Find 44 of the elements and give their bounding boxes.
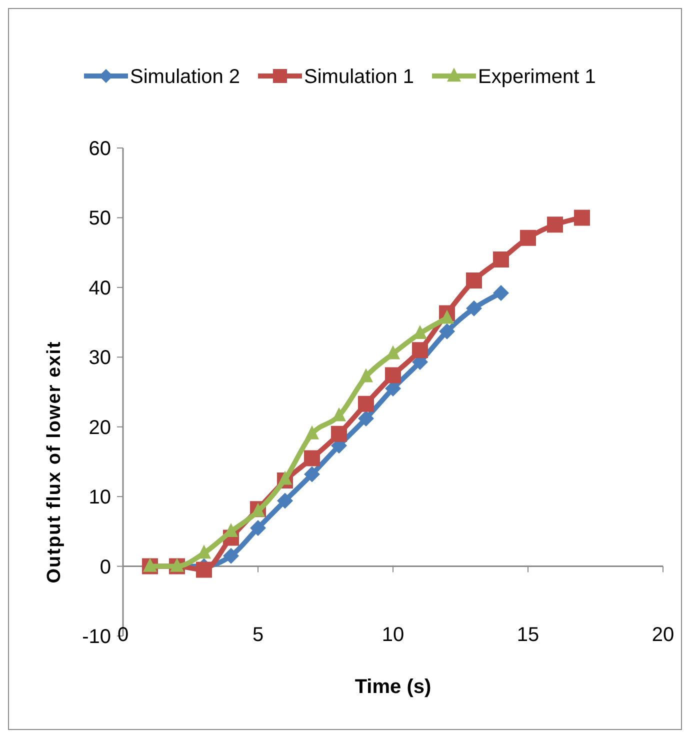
- x-tick-label: 15: [516, 624, 540, 646]
- point: [304, 466, 320, 482]
- point: [359, 368, 373, 382]
- point: [170, 558, 184, 572]
- x-tick-label: 5: [252, 624, 264, 646]
- x-tick-label: 0: [117, 624, 129, 646]
- legend-label: Simulation 1: [304, 66, 414, 88]
- y-tick-label: 0: [100, 556, 111, 578]
- point: [547, 216, 563, 233]
- legend-label: Simulation 2: [130, 66, 240, 88]
- y-tick-label: 20: [88, 416, 111, 439]
- point: [196, 562, 212, 578]
- point: [358, 396, 374, 412]
- point: [278, 470, 292, 485]
- point: [466, 300, 482, 316]
- x-tick-label: 10: [382, 624, 404, 646]
- point: [277, 492, 293, 509]
- point: [305, 425, 319, 440]
- point: [223, 548, 239, 564]
- point: [385, 367, 401, 384]
- point: [358, 410, 374, 426]
- y-tick-label: 50: [88, 208, 111, 230]
- point: [412, 342, 428, 358]
- x-tick-label: 20: [652, 624, 674, 646]
- y-tick-label: -10: [82, 626, 111, 648]
- legend-label: Experiment 1: [478, 66, 596, 88]
- y-tick-label: 10: [88, 486, 111, 509]
- point: [574, 210, 590, 226]
- point: [250, 520, 266, 536]
- y-tick-label: 60: [88, 138, 111, 160]
- y-tick-label: 30: [88, 347, 111, 370]
- point: [440, 310, 454, 324]
- point: [332, 407, 346, 422]
- point: [466, 272, 482, 288]
- point: [331, 426, 347, 442]
- point: [439, 323, 455, 340]
- point: [143, 558, 157, 572]
- y-tick-label: 40: [88, 277, 111, 300]
- point: [493, 285, 509, 302]
- point: [304, 450, 320, 466]
- point: [520, 230, 536, 246]
- y-axis-title: Output flux of lower exit: [44, 340, 65, 584]
- point: [493, 252, 509, 268]
- x-axis-title: Time (s): [354, 676, 432, 698]
